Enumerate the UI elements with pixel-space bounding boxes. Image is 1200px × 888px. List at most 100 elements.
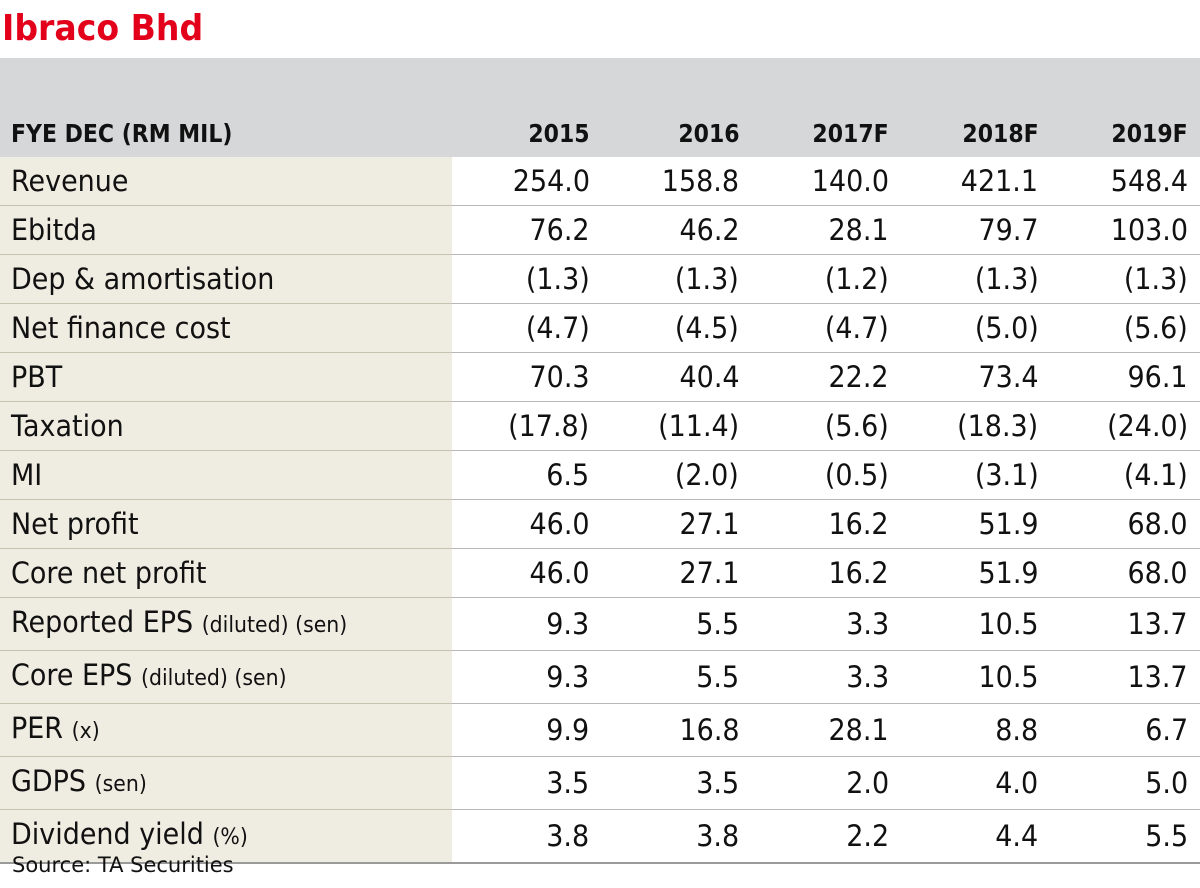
table-row: Core net profit 46.0 27.1 16.2 51.9 68.0 xyxy=(0,548,1200,598)
value: 3.5 xyxy=(696,766,740,800)
row-label-cell: Net profit xyxy=(0,499,452,549)
value-cell: 13.7 xyxy=(1050,650,1200,704)
row-label-wrap: Net finance cost xyxy=(11,304,231,352)
value-cell: (17.8) xyxy=(452,401,602,451)
value: (2.0) xyxy=(675,458,740,492)
table-row: Ebitda 76.2 46.2 28.1 79.7 103.0 xyxy=(0,205,1200,255)
value-cell: 5.0 xyxy=(1050,756,1200,810)
value: (1.3) xyxy=(1124,262,1188,296)
value: 16.2 xyxy=(828,556,889,590)
value-cell: 68.0 xyxy=(1050,499,1200,549)
value: 51.9 xyxy=(978,556,1039,590)
table-row: PBT 70.3 40.4 22.2 73.4 96.1 xyxy=(0,352,1200,402)
value: 5.0 xyxy=(1145,766,1188,800)
source-note: Source: TA Securities xyxy=(12,853,234,877)
value-cell: 22.2 xyxy=(751,352,901,402)
value: 27.1 xyxy=(679,556,740,590)
value: (5.6) xyxy=(824,409,889,443)
value: 5.5 xyxy=(696,660,740,694)
row-label-cell: Core EPS (diluted) (sen) xyxy=(0,650,452,704)
value-cell: 4.0 xyxy=(900,756,1051,810)
row-label: Net finance cost xyxy=(11,311,231,345)
value: 73.4 xyxy=(978,360,1039,394)
row-label: Ebitda xyxy=(11,213,97,247)
value-cell: 140.0 xyxy=(751,157,901,206)
header-year: 2017F xyxy=(812,119,889,148)
value: 3.8 xyxy=(696,819,740,853)
row-label-cell: Dep & amortisation xyxy=(0,254,452,304)
value: 16.2 xyxy=(828,507,889,541)
row-label-wrap: Dividend yield (%) xyxy=(11,810,248,862)
row-label-wrap: Core EPS (diluted) (sen) xyxy=(11,651,287,703)
value-cell: 3.5 xyxy=(452,756,602,810)
header-year: 2018F xyxy=(962,119,1039,148)
value-cell: (11.4) xyxy=(601,401,752,451)
financial-table-container: FYE DEC (RM MIL) 2015 2016 2017F 2018F 2… xyxy=(0,58,1200,864)
value: (4.7) xyxy=(824,311,889,345)
value: 3.5 xyxy=(546,766,590,800)
value-cell: (0.5) xyxy=(751,450,901,500)
row-label-cell: PER (x) xyxy=(0,703,452,757)
value: 2.0 xyxy=(845,766,889,800)
value-cell: 46.0 xyxy=(452,548,602,598)
value-cell: 548.4 xyxy=(1050,157,1200,206)
table-row: PER (x) 9.9 16.8 28.1 8.8 6.7 xyxy=(0,703,1200,757)
value-cell: (2.0) xyxy=(601,450,752,500)
row-label-unit: (sen) xyxy=(94,772,147,797)
row-label-wrap: PER (x) xyxy=(11,704,100,756)
table-row: GDPS (sen) 3.5 3.5 2.0 4.0 5.0 xyxy=(0,756,1200,810)
row-label-wrap: Revenue xyxy=(11,157,128,205)
value: (5.6) xyxy=(1124,311,1188,345)
value-cell: 51.9 xyxy=(900,499,1051,549)
header-year-cell: 2017F xyxy=(751,58,901,157)
table-body: Revenue 254.0 158.8 140.0 421.1 548.4 Ebitda 76… xyxy=(0,157,1200,864)
value: 76.2 xyxy=(529,213,590,247)
value-cell: 13.7 xyxy=(1050,597,1200,651)
value: 46.0 xyxy=(529,556,590,590)
value-cell: (1.3) xyxy=(601,254,752,304)
header-year-cell: 2018F xyxy=(900,58,1051,157)
value: 10.5 xyxy=(978,607,1039,641)
header-year-cell: 2019F xyxy=(1050,58,1200,157)
value-cell: 16.2 xyxy=(751,548,901,598)
value-cell: 28.1 xyxy=(751,703,901,757)
value: 6.7 xyxy=(1145,713,1188,747)
row-label-wrap: Core net profit xyxy=(11,549,207,597)
value-cell: (5.6) xyxy=(751,401,901,451)
value-cell: 76.2 xyxy=(452,205,602,255)
value-cell: (1.3) xyxy=(452,254,602,304)
value: 103.0 xyxy=(1110,213,1188,247)
value: (11.4) xyxy=(658,409,740,443)
value-cell: 3.3 xyxy=(751,597,901,651)
value: 9.9 xyxy=(546,713,590,747)
value: (24.0) xyxy=(1106,409,1188,443)
table-row: Revenue 254.0 158.8 140.0 421.1 548.4 xyxy=(0,157,1200,206)
page-title: Ibraco Bhd xyxy=(2,8,204,49)
value-cell: (4.7) xyxy=(452,303,602,353)
value-cell: 28.1 xyxy=(751,205,901,255)
value: 254.0 xyxy=(512,164,590,198)
value-cell: 254.0 xyxy=(452,157,602,206)
header-year: 2019F xyxy=(1111,119,1188,148)
value-cell: 9.9 xyxy=(452,703,602,757)
row-label-cell: GDPS (sen) xyxy=(0,756,452,810)
row-label: PER xyxy=(11,711,64,745)
value-cell: (18.3) xyxy=(900,401,1051,451)
row-label: Core EPS xyxy=(11,658,133,692)
value-cell: 68.0 xyxy=(1050,548,1200,598)
value-cell: 5.5 xyxy=(601,597,752,651)
value: 9.3 xyxy=(546,607,590,641)
value-cell: 16.8 xyxy=(601,703,752,757)
value: (4.5) xyxy=(675,311,740,345)
value-cell: (4.1) xyxy=(1050,450,1200,500)
value-cell: 3.3 xyxy=(751,650,901,704)
row-label: Dividend yield xyxy=(11,817,204,851)
value: 13.7 xyxy=(1127,660,1188,694)
value: 96.1 xyxy=(1127,360,1188,394)
row-label: Revenue xyxy=(11,164,129,198)
value-cell: 6.5 xyxy=(452,450,602,500)
value: 70.3 xyxy=(529,360,590,394)
value: (5.0) xyxy=(974,311,1039,345)
value-cell: (5.6) xyxy=(1050,303,1200,353)
value-cell: 4.4 xyxy=(900,809,1051,864)
